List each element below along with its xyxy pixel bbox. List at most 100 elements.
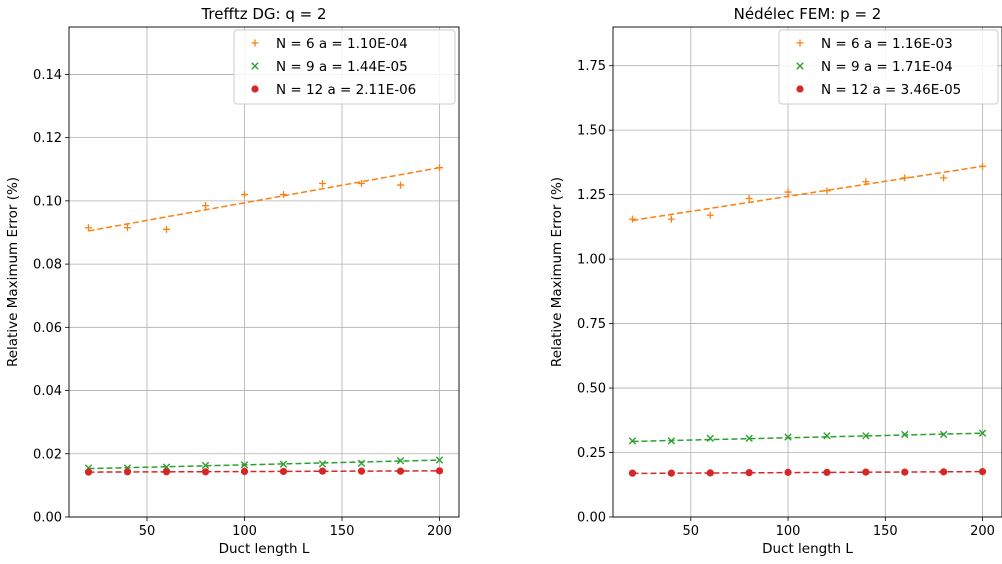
data-point-series-3 xyxy=(357,467,366,475)
fit-line-series-1 xyxy=(632,165,983,222)
data-point-series-3 xyxy=(940,468,948,476)
data-point-series-3 xyxy=(279,467,288,476)
data-point-series-3 xyxy=(84,468,93,476)
data-point-series-1 xyxy=(124,224,131,232)
y-tick-label: 1.75 xyxy=(577,59,606,74)
data-point-series-2 xyxy=(357,459,366,467)
data-point-series-1 xyxy=(202,202,209,210)
data-point-series-2 xyxy=(240,461,249,469)
y-axis-label: Relative Maximum Error (%) xyxy=(5,177,21,367)
data-point-series-3 xyxy=(435,467,444,475)
chart-title: Nédélec FEM: p = 2 xyxy=(734,5,882,23)
data-point-series-2 xyxy=(396,457,405,465)
data-point-series-2 xyxy=(435,456,444,464)
y-tick-label: 0.12 xyxy=(33,131,62,146)
x-tick-label: 200 xyxy=(427,524,452,539)
y-tick-label: 0.04 xyxy=(33,384,62,399)
data-point-series-1 xyxy=(667,215,675,223)
plot-frame xyxy=(68,26,460,518)
y-tick-label: 0.75 xyxy=(577,317,606,332)
x-tick-label: 150 xyxy=(330,524,355,539)
data-point-series-3 xyxy=(201,468,210,476)
data-point-series-3 xyxy=(667,469,675,477)
y-tick-label: 0.10 xyxy=(33,194,62,209)
legend-label-series-2: N = 9 a = 1.44E-05 xyxy=(276,59,408,75)
x-tick-label: 150 xyxy=(873,524,898,539)
data-point-series-1 xyxy=(628,215,636,223)
data-point-series-2 xyxy=(862,432,870,440)
data-point-series-2 xyxy=(901,430,909,439)
x-axis-label: Duct length L xyxy=(762,541,853,557)
legend: N = 6 a = 1.16E-03 N = 9 a = 1.71E-04 N = … xyxy=(778,29,999,105)
data-point-series-1 xyxy=(319,179,326,187)
data-point-series-1 xyxy=(784,188,792,196)
y-tick-label: 1.50 xyxy=(577,124,606,139)
data-point-series-3 xyxy=(396,467,405,475)
x-tick-label: 200 xyxy=(970,524,995,539)
fit-line-series-1 xyxy=(88,166,440,232)
data-point-series-3 xyxy=(318,467,327,475)
data-point-series-3 xyxy=(123,468,132,476)
legend-box xyxy=(233,29,456,105)
data-point-series-2 xyxy=(279,460,288,468)
x-tick-label: 100 xyxy=(776,524,801,539)
y-tick-label: 0.02 xyxy=(33,447,62,462)
y-axis-label: Relative Maximum Error (%) xyxy=(549,177,565,367)
data-point-series-3 xyxy=(745,469,753,477)
data-point-series-1 xyxy=(979,162,987,170)
chart-panel-1: 50 100 150 200 0.00 0.02 0.04 0.06 0.08 0.10 0.12 0… xyxy=(5,5,460,557)
legend-marker-series-1 xyxy=(251,39,259,47)
data-point-series-3 xyxy=(240,467,249,476)
data-point-series-1 xyxy=(862,178,870,186)
y-tick-label: 0.25 xyxy=(577,446,606,461)
y-tick-label: 0.08 xyxy=(33,258,62,273)
y-tick-label: 0.50 xyxy=(577,382,606,397)
data-point-series-3 xyxy=(978,468,987,476)
data-point-series-1 xyxy=(901,174,909,182)
legend-marker-series-2 xyxy=(796,62,804,70)
data-point-series-1 xyxy=(940,174,948,182)
y-tick-label: 1.00 xyxy=(577,253,606,268)
data-point-series-2 xyxy=(978,429,987,437)
data-point-series-3 xyxy=(823,468,831,476)
y-tick-label: 1.25 xyxy=(577,188,606,203)
plot-frame xyxy=(612,26,1002,518)
fit-line-series-3 xyxy=(632,470,983,475)
legend-label-series-3: N = 12 a = 2.11E-06 xyxy=(276,82,416,98)
data-point-series-2 xyxy=(939,430,948,439)
data-point-series-3 xyxy=(784,468,792,476)
data-point-series-1 xyxy=(85,224,92,232)
legend-marker-series-1 xyxy=(796,39,804,47)
data-point-series-1 xyxy=(706,211,714,219)
chart-title: Trefftz DG: q = 2 xyxy=(200,5,326,23)
data-point-series-1 xyxy=(163,225,170,233)
y-tick-label: 0.06 xyxy=(33,321,62,336)
x-tick-label: 50 xyxy=(139,524,156,539)
data-point-series-3 xyxy=(862,468,870,476)
legend: N = 6 a = 1.10E-04 N = 9 a = 1.44E-05 N = … xyxy=(233,29,456,105)
data-point-series-3 xyxy=(628,469,637,477)
legend-marker-series-3 xyxy=(796,85,804,93)
data-point-series-2 xyxy=(784,433,792,441)
legend-label-series-3: N = 12 a = 3.46E-05 xyxy=(821,82,961,98)
data-point-series-2 xyxy=(628,437,637,445)
data-point-series-2 xyxy=(745,434,753,443)
data-point-series-2 xyxy=(706,434,714,443)
y-tick-label: 0.14 xyxy=(33,68,62,83)
data-point-series-3 xyxy=(162,468,171,476)
data-point-series-1 xyxy=(280,191,287,199)
legend-marker-series-3 xyxy=(251,85,259,93)
legend-label-series-2: N = 9 a = 1.71E-04 xyxy=(821,59,953,75)
legend-box xyxy=(778,29,999,105)
data-point-series-3 xyxy=(706,469,714,477)
data-point-series-1 xyxy=(823,187,831,195)
fit-line-series-2 xyxy=(632,432,983,443)
legend-label-series-1: N = 6 a = 1.16E-03 xyxy=(821,36,953,52)
legend-marker-series-2 xyxy=(251,62,259,70)
data-point-series-2 xyxy=(667,437,676,445)
y-tick-label: 0.00 xyxy=(33,511,62,526)
data-point-series-3 xyxy=(901,468,909,476)
x-tick-label: 50 xyxy=(683,524,700,539)
x-tick-label: 100 xyxy=(232,524,257,539)
